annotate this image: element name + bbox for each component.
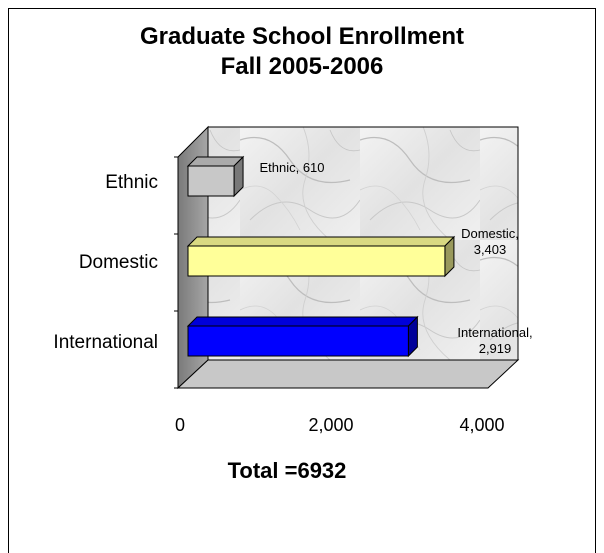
x-tick-label: 0 — [175, 415, 185, 435]
category-label: Ethnic — [105, 172, 158, 193]
bar-front-face — [187, 165, 235, 197]
x-tick-label: 4,000 — [459, 415, 504, 435]
bar-ethnic — [186, 155, 245, 198]
data-label-international: International, 2,919 — [457, 325, 532, 356]
category-label: Domestic — [79, 252, 158, 273]
bar-front-face — [187, 245, 446, 277]
bar-top-face — [186, 316, 419, 327]
data-label-ethnic: Ethnic, 610 — [259, 160, 324, 175]
category-label: International — [53, 332, 158, 353]
data-label-domestic: Domestic, 3,403 — [461, 226, 519, 257]
bar-front-face — [187, 325, 409, 357]
bar-domestic — [186, 235, 456, 278]
floor — [176, 359, 520, 389]
bar-top-face — [186, 236, 456, 247]
chart-subtitle: Fall 2005-2006 — [221, 53, 384, 80]
bar-international — [186, 315, 419, 358]
y-tick-marks — [174, 156, 178, 389]
chart-title: Graduate School Enrollment — [140, 23, 464, 50]
x-tick-label: 2,000 — [308, 415, 353, 435]
total-label: Total =6932 — [228, 458, 347, 483]
